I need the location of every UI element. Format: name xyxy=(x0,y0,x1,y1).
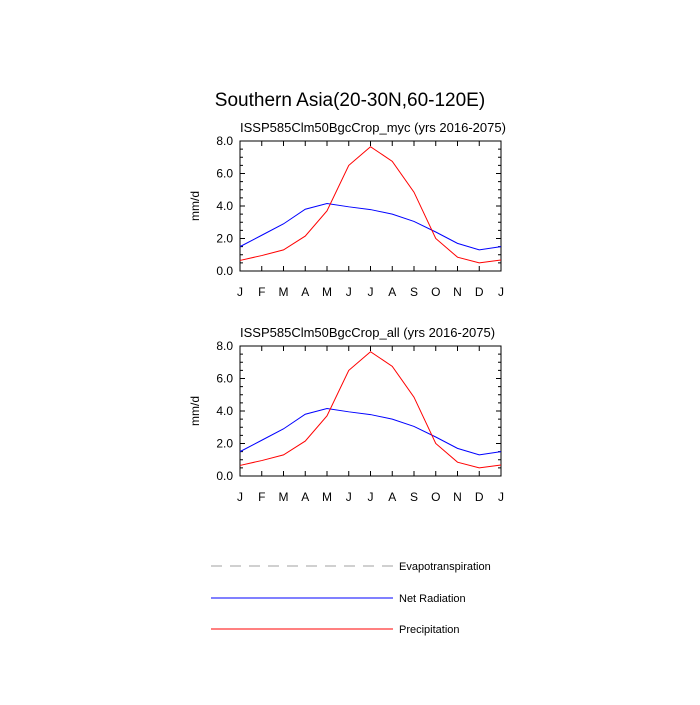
x-tick-label: F xyxy=(258,285,265,299)
x-tick-label: O xyxy=(431,285,440,299)
x-tick-label: F xyxy=(258,490,265,504)
chart-title: Southern Asia(20-30N,60-120E) xyxy=(215,90,485,111)
x-tick-label: A xyxy=(388,490,396,504)
y-axis-label: mm/d xyxy=(188,191,202,221)
x-tick-label: A xyxy=(388,285,396,299)
y-tick-label: 4.0 xyxy=(216,404,233,418)
series-line-precipitation xyxy=(239,351,502,469)
y-axis-label: mm/d xyxy=(188,396,202,426)
y-tick-label: 6.0 xyxy=(216,372,233,386)
x-tick-label: J xyxy=(346,285,352,299)
y-tick-label: 4.0 xyxy=(216,199,233,213)
y-tick-label: 0.0 xyxy=(216,264,233,278)
x-tick-label: J xyxy=(368,490,374,504)
legend-label: Precipitation xyxy=(399,624,460,636)
x-tick-label: M xyxy=(322,285,332,299)
y-tick-label: 2.0 xyxy=(216,232,233,246)
legend-label: Net Radiation xyxy=(399,593,466,605)
x-tick-label: J xyxy=(346,490,352,504)
panel-title: ISSP585Clm50BgcCrop_myc (yrs 2016-2075) xyxy=(240,120,506,135)
x-tick-label: J xyxy=(498,285,504,299)
x-tick-label: M xyxy=(279,285,289,299)
x-tick-label: M xyxy=(322,490,332,504)
x-tick-label: D xyxy=(475,285,484,299)
y-tick-label: 2.0 xyxy=(216,437,233,451)
x-tick-label: A xyxy=(301,285,309,299)
x-tick-label: S xyxy=(410,490,418,504)
x-tick-label: J xyxy=(368,285,374,299)
x-tick-label: J xyxy=(237,490,243,504)
x-tick-label: N xyxy=(453,490,462,504)
x-tick-label: D xyxy=(475,490,484,504)
series-line-net-radiation xyxy=(239,408,502,456)
y-tick-label: 6.0 xyxy=(216,167,233,181)
x-tick-label: S xyxy=(410,285,418,299)
chart-panels: ISSP585Clm50BgcCrop_myc (yrs 2016-2075) 0… xyxy=(188,120,506,504)
chart-panel-2: ISSP585Clm50BgcCrop_all (yrs 2016-2075) 0… xyxy=(188,325,504,504)
legend: Evapotranspiration Net Radiation Precipita… xyxy=(211,561,491,636)
panel-title: ISSP585Clm50BgcCrop_all (yrs 2016-2075) xyxy=(240,325,495,340)
series-line-net-radiation xyxy=(239,203,502,251)
y-tick-label: 0.0 xyxy=(216,469,233,483)
chart-panel-1: ISSP585Clm50BgcCrop_myc (yrs 2016-2075) 0… xyxy=(188,120,506,299)
series-line-precipitation xyxy=(239,146,502,264)
x-tick-label: A xyxy=(301,490,309,504)
x-tick-label: J xyxy=(498,490,504,504)
legend-label: Evapotranspiration xyxy=(399,561,491,573)
x-tick-label: M xyxy=(279,490,289,504)
x-tick-label: J xyxy=(237,285,243,299)
x-tick-label: O xyxy=(431,490,440,504)
x-tick-label: N xyxy=(453,285,462,299)
y-tick-label: 8.0 xyxy=(216,134,233,148)
y-tick-label: 8.0 xyxy=(216,339,233,353)
